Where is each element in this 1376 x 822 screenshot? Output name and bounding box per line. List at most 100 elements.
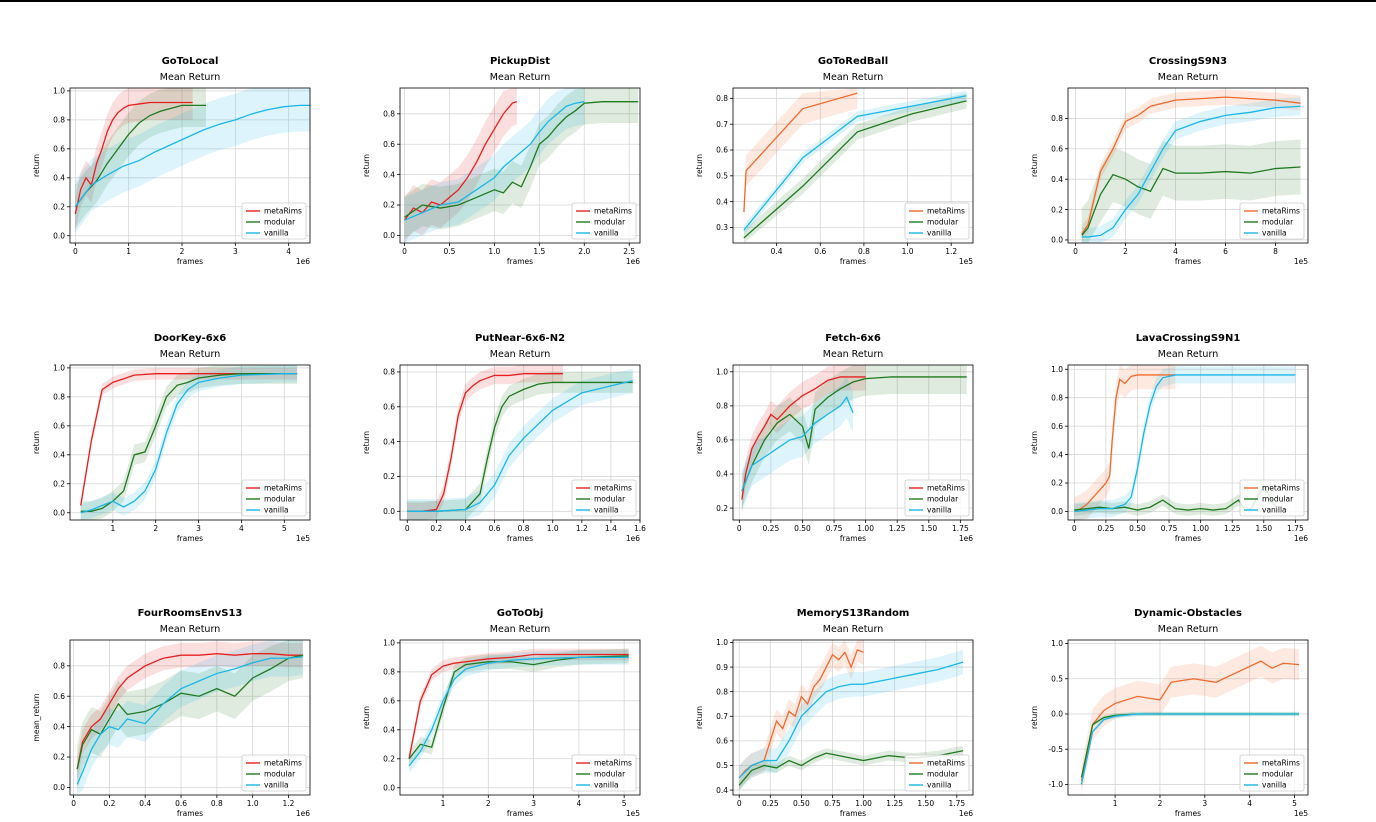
x-tick-label: 2 xyxy=(1158,799,1163,808)
series-band-vanilla xyxy=(77,640,303,795)
y-tick-label: 1.0 xyxy=(383,639,395,648)
x-axis-label: frames xyxy=(1175,809,1201,818)
x-tick-label: 6 xyxy=(1223,247,1228,256)
y-tick-label: 1.0 xyxy=(1051,639,1063,648)
x-axis-label: frames xyxy=(840,809,866,818)
y-tick-label: 0.8 xyxy=(53,393,65,402)
chart-title: PutNear-6x6-N2 xyxy=(475,333,565,344)
series-band-metaRims xyxy=(1081,645,1300,795)
chart-subtitle: Mean Return xyxy=(490,349,550,360)
y-tick-label: 0.8 xyxy=(716,402,728,411)
y-tick-label: 0.2 xyxy=(1051,205,1063,214)
chart-subtitle: Mean Return xyxy=(1158,349,1218,360)
x-tick-label: 0.4 xyxy=(459,524,471,533)
axes-frame xyxy=(69,364,311,521)
chart-subtitle: Mean Return xyxy=(490,72,550,83)
chart-crossings9n3: CrossingS9N3 Mean Return 0 2 4 6 8 0.0 0.2 0.4 0.6… xyxy=(1030,56,1309,266)
y-tick-label: 0.4 xyxy=(716,470,728,479)
series-line-metaRims xyxy=(743,92,858,213)
y-tick-label: 0.6 xyxy=(1051,422,1063,431)
y-axis-label: mean_return xyxy=(32,693,41,741)
x-tick-label: 4 xyxy=(239,524,244,533)
x-tick-label: 1.4 xyxy=(605,524,617,533)
legend-label-metaRims: metaRims xyxy=(264,484,302,493)
series-line-vanilla xyxy=(1081,105,1301,238)
x-tick-label: 0.8 xyxy=(858,247,870,256)
x-tick-label: 0.75 xyxy=(824,799,841,808)
series-line-modular xyxy=(1081,166,1301,236)
series-band-metaRims xyxy=(1074,365,1176,520)
x-scale-offset: 1e6 xyxy=(626,534,640,543)
axes-frame xyxy=(1067,87,1309,244)
x-tick-label: 1.2 xyxy=(576,524,588,533)
y-tick-label: 0.0 xyxy=(53,508,65,517)
y-tick-label: 0.6 xyxy=(716,146,728,155)
series-line-vanilla xyxy=(80,373,298,514)
series-band-modular xyxy=(743,93,967,244)
x-tick-label: 1 xyxy=(441,799,446,808)
axes-frame xyxy=(732,639,974,796)
x-scale-offset: 1e6 xyxy=(626,257,640,266)
legend-label-modular: modular xyxy=(927,218,959,227)
series-line-modular xyxy=(407,381,633,512)
y-tick-label: 0.6 xyxy=(53,422,65,431)
x-tick-label: 2.5 xyxy=(623,247,635,256)
axes-frame xyxy=(399,364,641,521)
series-band-metaRims xyxy=(75,88,193,232)
x-tick-label: 0 xyxy=(402,247,407,256)
x-tick-label: 0.4 xyxy=(771,247,783,256)
y-axis-label: return xyxy=(362,431,371,454)
x-tick-label: 4 xyxy=(576,799,581,808)
x-axis-label: frames xyxy=(177,257,203,266)
y-axis-label: return xyxy=(362,154,371,177)
x-tick-label: 2 xyxy=(1123,247,1128,256)
y-tick-label: 0.4 xyxy=(1051,450,1063,459)
legend-box xyxy=(904,479,970,517)
legend-label-metaRims: metaRims xyxy=(594,759,632,768)
series-line-modular xyxy=(408,655,629,760)
x-tick-label: 1.00 xyxy=(855,799,872,808)
legend-label-vanilla: vanilla xyxy=(1262,506,1287,515)
legend-box xyxy=(241,202,307,240)
y-axis-label: return xyxy=(32,431,41,454)
chart-fetch-6x6: Fetch-6x6 Mean Return 0 0.25 0.50 0.75 1.00 1.2… xyxy=(695,333,974,543)
series-line-vanilla xyxy=(408,656,629,767)
x-tick-label: 0 xyxy=(737,524,742,533)
chart-subtitle: Mean Return xyxy=(160,349,220,360)
series-line-vanilla xyxy=(407,380,633,512)
chart-subtitle: Mean Return xyxy=(823,349,883,360)
chart-title: MemoryS13Random xyxy=(797,608,910,619)
series-line-metaRims xyxy=(738,648,864,779)
x-tick-label: 8 xyxy=(1273,247,1278,256)
legend-box xyxy=(571,754,637,792)
x-tick-label: 1 xyxy=(110,524,115,533)
axes-frame xyxy=(69,87,311,244)
x-tick-label: 0.25 xyxy=(1098,524,1115,533)
series-line-modular xyxy=(74,104,206,208)
series-band-modular xyxy=(75,88,206,229)
x-tick-label: 2 xyxy=(486,799,491,808)
x-axis-label: frames xyxy=(840,257,866,266)
series-line-vanilla xyxy=(1080,713,1300,785)
y-axis-label: return xyxy=(32,154,41,177)
x-tick-label: 1 xyxy=(126,247,131,256)
legend-label-modular: modular xyxy=(594,770,626,779)
y-tick-label: 0.0 xyxy=(53,231,65,240)
legend-label-vanilla: vanilla xyxy=(1262,781,1287,790)
x-scale-offset: 1e6 xyxy=(1294,534,1308,543)
y-tick-label: 0.6 xyxy=(1051,144,1063,153)
y-tick-label: 1.0 xyxy=(1051,365,1063,374)
series-band-vanilla xyxy=(739,649,964,791)
x-tick-label: 0.6 xyxy=(489,524,501,533)
x-scale-offset: 1e6 xyxy=(959,534,973,543)
legend-label-modular: modular xyxy=(594,495,626,504)
x-tick-label: 3 xyxy=(531,799,536,808)
x-scale-offset: 1e5 xyxy=(296,534,310,543)
x-tick-label: 4 xyxy=(1173,247,1178,256)
chart-title: DoorKey-6x6 xyxy=(154,333,226,344)
x-tick-label: 3 xyxy=(196,524,201,533)
y-tick-label: 0.7 xyxy=(716,712,728,721)
series-band-vanilla xyxy=(409,650,629,774)
x-tick-label: 1.75 xyxy=(948,799,965,808)
legend-box xyxy=(904,754,970,792)
